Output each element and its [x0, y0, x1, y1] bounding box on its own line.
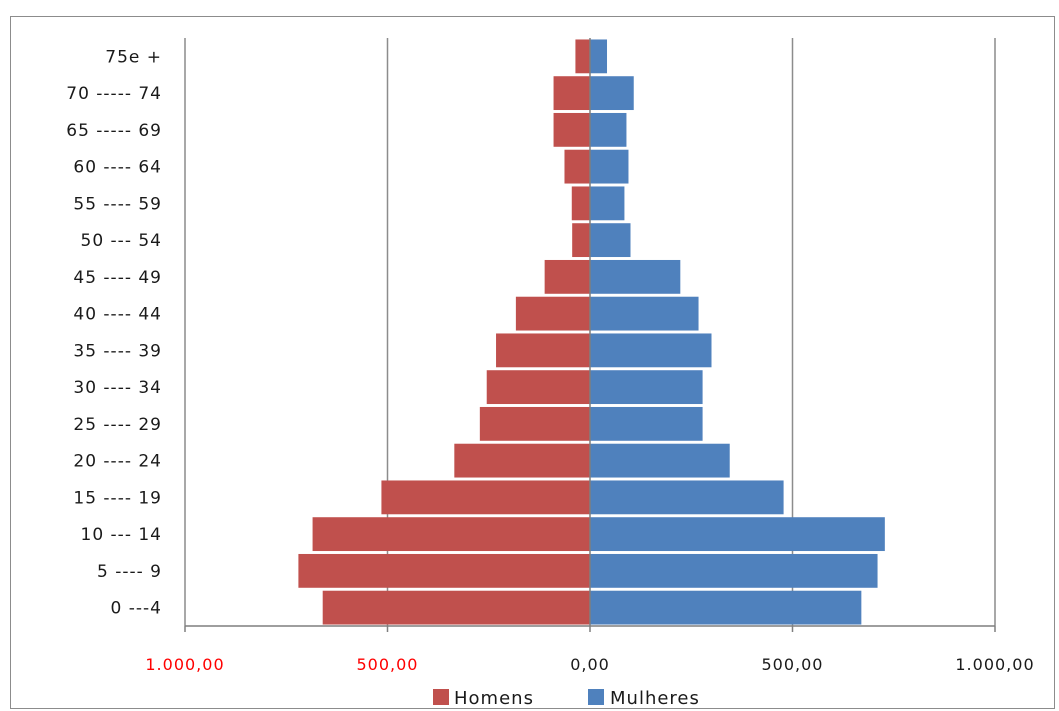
bar-mulheres-12 [590, 149, 629, 184]
category-label-7: 35 ---- 39 [73, 341, 162, 361]
category-label-8: 40 ---- 44 [73, 305, 162, 325]
bar-mulheres-4 [590, 443, 730, 478]
x-axis [184, 38, 996, 632]
category-label-14: 70 ----- 74 [66, 84, 162, 104]
bar-homens-4 [454, 443, 590, 478]
category-label-15: 75e + [105, 47, 162, 67]
x-tick-label-4: 1.000,00 [955, 655, 1034, 674]
category-label-10: 50 --- 54 [81, 231, 162, 251]
bar-homens-8 [515, 296, 590, 331]
bar-mulheres-5 [590, 406, 703, 441]
category-label-6: 30 ---- 34 [73, 378, 162, 398]
bar-mulheres-14 [590, 76, 634, 111]
legend-label-mulheres: Mulheres [610, 688, 700, 709]
bar-mulheres-8 [590, 296, 699, 331]
bar-mulheres-9 [590, 259, 681, 294]
legend-swatch-mulheres [588, 689, 604, 705]
x-tick-label-1: 500,00 [357, 655, 419, 674]
category-label-5: 25 ---- 29 [73, 415, 162, 435]
category-label-0: 0 ---4 [111, 599, 162, 619]
bar-mulheres-10 [590, 223, 631, 258]
legend-label-homens: Homens [454, 688, 534, 709]
bar-homens-12 [564, 149, 590, 184]
tick-labels: 1.000,00 500,00 0,00 500,00 1.000,00 [145, 655, 1034, 674]
category-label-4: 20 ---- 24 [73, 452, 162, 472]
bar-homens-2 [312, 517, 590, 552]
bar-homens-6 [486, 370, 590, 405]
bar-mulheres-11 [590, 186, 625, 221]
bar-homens-15 [575, 39, 590, 74]
category-label-11: 55 ---- 59 [73, 194, 162, 214]
bar-mulheres-6 [590, 370, 703, 405]
bar-mulheres-0 [590, 590, 862, 625]
bar-mulheres-1 [590, 553, 878, 588]
category-label-9: 45 ---- 49 [73, 268, 162, 288]
bar-homens-14 [553, 76, 590, 111]
bar-homens-10 [572, 223, 590, 258]
category-label-2: 10 --- 14 [81, 525, 162, 545]
bar-mulheres-3 [590, 480, 784, 515]
bar-mulheres-7 [590, 333, 712, 368]
category-label-13: 65 ----- 69 [66, 121, 162, 141]
category-label-12: 60 ---- 64 [73, 158, 162, 178]
bar-homens-9 [544, 259, 590, 294]
bar-homens-13 [553, 112, 590, 147]
x-tick-label-0: 1.000,00 [145, 655, 224, 674]
bar-homens-7 [496, 333, 590, 368]
x-tick-label-3: 500,00 [762, 655, 824, 674]
bar-homens-1 [298, 553, 590, 588]
bar-mulheres-13 [590, 112, 627, 147]
category-labels: 0 ---4 5 ---- 9 10 --- 14 15 ---- 19 20 ----… [66, 47, 162, 619]
bar-homens-5 [479, 406, 590, 441]
category-label-1: 5 ---- 9 [97, 562, 162, 582]
category-label-3: 15 ---- 19 [73, 488, 162, 508]
legend: Homens Mulheres [433, 688, 700, 709]
bar-homens-11 [571, 186, 590, 221]
bar-homens-3 [381, 480, 590, 515]
bar-homens-0 [322, 590, 590, 625]
bars [298, 39, 885, 625]
legend-swatch-homens [433, 689, 449, 705]
x-tick-label-2: 0,00 [570, 655, 610, 674]
bar-mulheres-15 [590, 39, 608, 74]
bar-mulheres-2 [590, 517, 885, 552]
